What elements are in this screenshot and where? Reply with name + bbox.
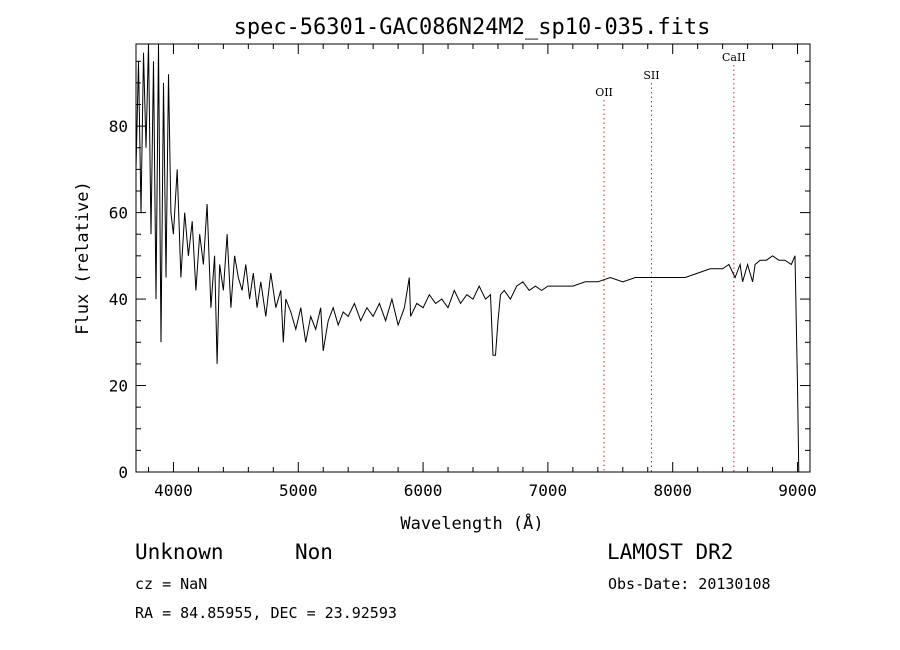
- x-tick-label: 4000: [154, 481, 193, 500]
- emission-lines: OII SII CaII: [595, 51, 746, 472]
- plot-frame: [135, 43, 811, 473]
- y-tick-label: 20: [109, 377, 128, 396]
- x-axis-label: Wavelength (Å): [400, 512, 543, 534]
- chart-ticks: 4000 5000 6000 7000 8000 9000 0 20 40 60 80: [109, 44, 817, 500]
- emission-line-label: SII: [643, 69, 659, 82]
- survey-name: LAMOST DR2: [607, 540, 734, 564]
- object-class: Unknown: [135, 540, 224, 564]
- y-tick-label: 0: [118, 463, 128, 482]
- y-tick-label: 60: [109, 204, 128, 223]
- chart-axes: [135, 43, 811, 473]
- emission-line-label: OII: [595, 86, 613, 99]
- coordinates: RA = 84.85955, DEC = 23.92593: [135, 604, 397, 622]
- x-tick-label: 8000: [653, 481, 692, 500]
- y-tick-label: 80: [109, 117, 128, 136]
- object-subclass: Non: [295, 540, 333, 564]
- y-axis-label: Flux (relative): [73, 181, 93, 335]
- x-tick-label: 5000: [279, 481, 318, 500]
- x-tick-label: 7000: [529, 481, 568, 500]
- emission-line-label: CaII: [722, 51, 746, 64]
- y-tick-label: 40: [109, 290, 128, 309]
- x-tick-label: 6000: [404, 481, 443, 500]
- chart-title: spec-56301-GAC086N24M2_sp10-035.fits: [234, 15, 711, 40]
- redshift-value: cz = NaN: [135, 575, 208, 593]
- x-tick-label: 9000: [778, 481, 817, 500]
- spectrum-line: [135, 43, 800, 473]
- observation-date: Obs-Date: 20130108: [608, 575, 771, 593]
